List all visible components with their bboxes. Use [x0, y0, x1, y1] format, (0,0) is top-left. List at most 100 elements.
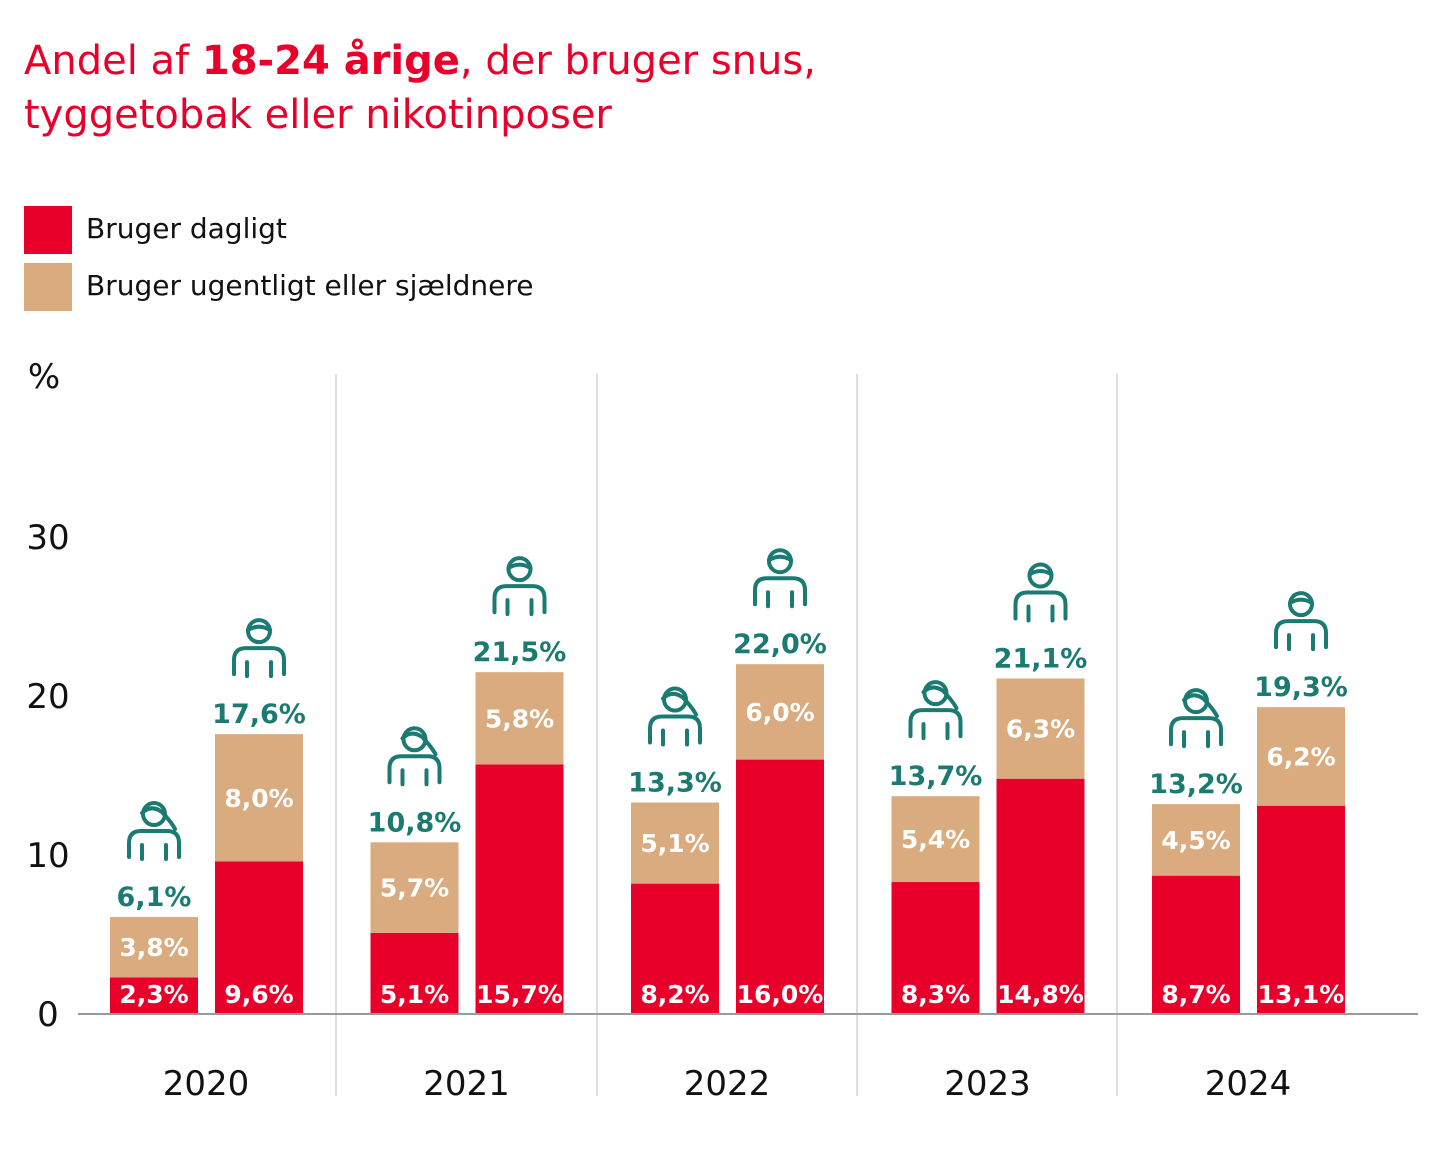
hair: [1182, 693, 1219, 719]
label-weekly-2022-female: 5,1%: [640, 829, 709, 858]
bar-weekly-2022-male: [736, 664, 824, 760]
legend-swatch-daily: [24, 206, 72, 254]
chart-title: Andel af 18-24 årige, der bruger snus, ty…: [24, 34, 1224, 142]
body: [753, 576, 807, 607]
female-icon-2023: [908, 680, 963, 741]
label-weekly-2020-female: 3,8%: [119, 933, 188, 962]
male-icon-2023: [1013, 562, 1068, 623]
hair: [921, 685, 959, 711]
body: [127, 829, 181, 860]
label-daily-2021-female: 5,1%: [380, 980, 449, 1009]
female-icon-2020: [127, 801, 181, 862]
hair: [661, 691, 698, 717]
x-tick-label-2022: 2022: [684, 1064, 771, 1104]
label-total-2023-female: 13,7%: [889, 761, 983, 792]
bar-daily-2020-female: [110, 977, 198, 1014]
legend-item-weekly: Bruger ugentligt eller sjældnere: [24, 263, 724, 311]
bar-weekly-2023-male: [996, 678, 1085, 779]
male-icon-2021: [492, 556, 547, 617]
y-tick-label: 20: [26, 677, 69, 717]
legend-label-daily: Bruger dagligt: [86, 212, 287, 245]
label-daily-2020-male: 9,6%: [224, 980, 293, 1009]
bar-daily-2021-female: [370, 932, 459, 1014]
label-daily-2023-female: 8,3%: [901, 980, 970, 1009]
bar-daily-2023-female: [891, 882, 980, 1014]
label-daily-2023-male: 14,8%: [997, 980, 1084, 1009]
x-tick-label-2020: 2020: [163, 1064, 250, 1104]
bar-daily-2021-male: [475, 764, 564, 1014]
head: [1288, 591, 1314, 618]
label-weekly-2022-male: 6,0%: [745, 698, 814, 727]
bar-weekly-2021-male: [475, 672, 564, 765]
hair: [1027, 569, 1054, 577]
bar-weekly-2020-female: [110, 917, 198, 978]
title-post: , der bruger snus,: [459, 38, 816, 84]
y-tick-label: 10: [26, 836, 69, 876]
bar-daily-2020-male: [215, 861, 303, 1014]
male-icon-2024: [1274, 591, 1328, 652]
bar-weekly-2024-male: [1257, 707, 1345, 806]
hair: [506, 562, 533, 571]
label-total-2022-male: 22,0%: [733, 629, 827, 660]
bar-daily-2022-male: [736, 759, 824, 1014]
hair: [140, 806, 177, 832]
x-tick-label-2024: 2024: [1205, 1064, 1292, 1104]
label-weekly-2024-female: 4,5%: [1161, 826, 1230, 855]
label-daily-2021-male: 15,7%: [476, 980, 563, 1009]
label-total-2021-male: 21,5%: [473, 637, 567, 668]
label-weekly-2020-male: 8,0%: [224, 784, 293, 813]
body: [387, 754, 442, 785]
head: [1027, 562, 1054, 589]
head: [767, 548, 793, 575]
label-daily-2022-female: 8,2%: [640, 980, 709, 1009]
title-line2: tyggetobak eller nikotinposer: [24, 92, 612, 138]
label-daily-2024-female: 8,7%: [1161, 980, 1230, 1009]
body: [232, 646, 286, 677]
bar-daily-2024-male: [1257, 805, 1345, 1014]
label-daily-2020-female: 2,3%: [119, 980, 188, 1009]
label-total-2020-male: 17,6%: [212, 699, 306, 730]
y-tick-label: 30: [26, 518, 69, 558]
female-icon-2021: [387, 726, 442, 787]
bar-daily-2023-male: [996, 778, 1085, 1014]
bar-weekly-2021-female: [370, 842, 459, 933]
label-weekly-2021-male: 5,8%: [485, 704, 554, 733]
x-tick-label-2021: 2021: [423, 1064, 510, 1104]
legend-swatch-weekly: [24, 263, 72, 311]
hair: [1288, 597, 1314, 606]
y-tick-label: 0: [37, 995, 59, 1035]
bar-weekly-2022-female: [631, 802, 719, 884]
title-pre: Andel af: [24, 38, 202, 84]
label-total-2022-female: 13,3%: [628, 768, 722, 799]
bar-daily-2022-female: [631, 883, 719, 1014]
label-daily-2024-male: 13,1%: [1258, 980, 1345, 1009]
bar-weekly-2023-female: [891, 796, 980, 883]
label-total-2020-female: 6,1%: [117, 882, 192, 913]
y-axis-unit-label: %: [28, 357, 60, 397]
body: [648, 714, 702, 745]
label-daily-2022-male: 16,0%: [737, 980, 824, 1009]
male-icon-2020: [232, 618, 286, 679]
hair: [400, 731, 438, 757]
legend-item-daily: Bruger dagligt: [24, 206, 724, 254]
bar-weekly-2024-female: [1152, 804, 1240, 876]
female-icon-2024: [1169, 688, 1223, 749]
label-total-2024-male: 19,3%: [1254, 672, 1348, 703]
body: [1169, 716, 1223, 747]
label-total-2023-male: 21,1%: [994, 644, 1088, 675]
male-icon-2022: [753, 548, 807, 609]
hair: [246, 624, 272, 633]
label-weekly-2021-female: 5,7%: [380, 874, 449, 903]
x-tick-label-2023: 2023: [944, 1064, 1031, 1104]
label-weekly-2023-female: 5,4%: [901, 825, 970, 854]
body: [492, 584, 547, 615]
bar-weekly-2020-male: [215, 734, 303, 862]
label-total-2021-female: 10,8%: [368, 807, 462, 838]
hair: [767, 554, 793, 563]
bar-daily-2024-female: [1152, 875, 1240, 1014]
body: [908, 708, 963, 739]
body: [1013, 590, 1068, 621]
body: [1274, 619, 1328, 650]
label-weekly-2023-male: 6,3%: [1006, 715, 1075, 744]
